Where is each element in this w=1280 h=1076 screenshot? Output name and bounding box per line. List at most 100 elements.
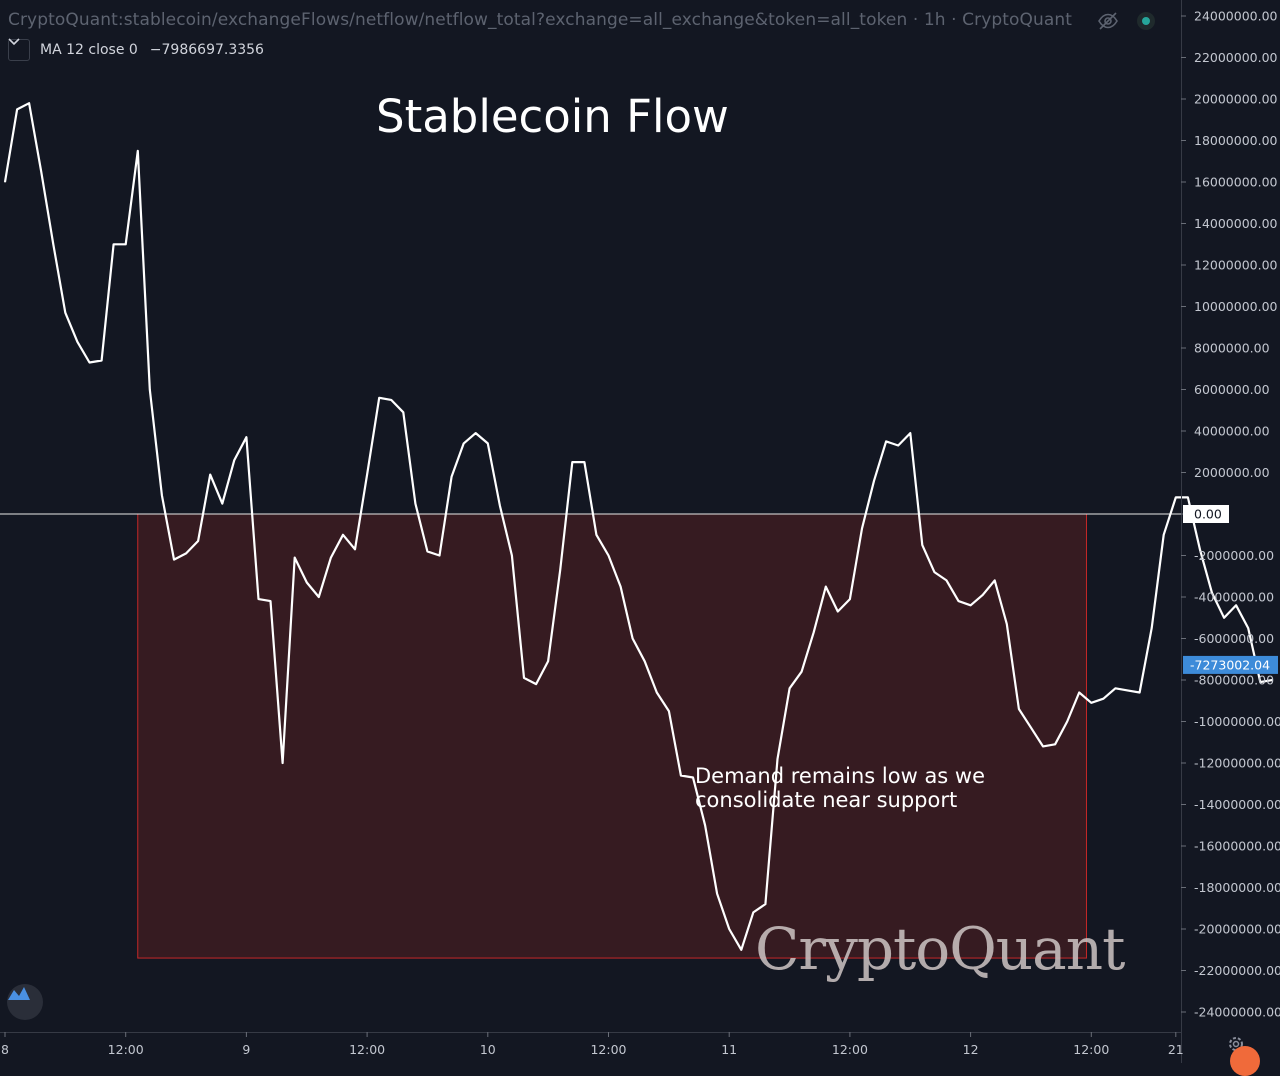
- support-zone: [137, 513, 1087, 959]
- data-point: [233, 459, 235, 461]
- data-point: [776, 758, 779, 760]
- data-point: [1211, 592, 1213, 594]
- price-label-badge: [1183, 655, 1278, 674]
- data-point: [1247, 627, 1249, 629]
- data-point: [789, 687, 791, 689]
- data-point: [366, 474, 368, 476]
- data-point: [137, 150, 139, 152]
- data-point: [933, 571, 936, 573]
- indicator-value: −7986697.3356: [149, 42, 264, 58]
- y-tick-label: 16000000.00: [1194, 175, 1278, 190]
- data-point: [209, 474, 211, 476]
- eye-off-icon[interactable]: [1097, 10, 1119, 32]
- y-tick-label: -20000000.00: [1194, 922, 1280, 937]
- data-point: [704, 824, 706, 826]
- data-point: [245, 436, 247, 438]
- x-tick-label: 12:00: [349, 1042, 385, 1057]
- data-point: [571, 461, 573, 463]
- x-tick-label: 12:00: [832, 1042, 868, 1057]
- data-point: [390, 399, 392, 401]
- data-point: [1066, 720, 1068, 723]
- x-tick-label: 11: [721, 1042, 737, 1057]
- x-tick-label: 21: [1168, 1042, 1184, 1057]
- data-point: [88, 361, 91, 364]
- data-point: [1054, 743, 1056, 745]
- y-tick-label: -22000000.00: [1194, 963, 1280, 978]
- y-tick-label: -4000000.00: [1194, 590, 1274, 605]
- y-tick-label: -8000000.00: [1194, 673, 1274, 688]
- x-tick-label: 12:00: [590, 1042, 626, 1057]
- data-point: [873, 480, 875, 482]
- data-point: [402, 411, 404, 413]
- help-button[interactable]: [1230, 1046, 1260, 1076]
- data-point: [595, 534, 598, 536]
- data-point: [1078, 691, 1080, 694]
- data-point: [330, 557, 332, 559]
- data-point: [885, 440, 887, 442]
- data-point: [101, 359, 103, 362]
- y-tick-label: 10000000.00: [1194, 299, 1278, 314]
- y-tick-label: 22000000.00: [1194, 50, 1278, 65]
- data-point: [535, 683, 537, 685]
- y-tick-label: -14000000.00: [1194, 797, 1280, 812]
- data-point: [764, 903, 767, 905]
- data-point: [897, 444, 899, 447]
- data-point: [149, 388, 151, 391]
- data-point: [523, 677, 525, 679]
- data-point: [921, 544, 923, 546]
- data-point: [16, 108, 18, 110]
- data-point: [438, 554, 441, 557]
- chevron-down-icon[interactable]: [8, 38, 30, 61]
- data-point: [511, 554, 513, 557]
- y-tick-label: 12000000.00: [1194, 258, 1278, 273]
- data-point: [1042, 745, 1044, 748]
- chart-header: CryptoQuant:stablecoin/exchangeFlows/net…: [8, 10, 1073, 30]
- data-point: [982, 594, 984, 596]
- y-tick-label: 18000000.00: [1194, 133, 1278, 148]
- data-point: [1102, 698, 1104, 700]
- data-point: [970, 604, 972, 606]
- y-tick-label: -24000000.00: [1194, 1005, 1280, 1020]
- data-point: [499, 505, 501, 507]
- y-tick-label: 20000000.00: [1194, 92, 1278, 107]
- y-tick-label: 4000000.00: [1194, 424, 1270, 439]
- data-point: [221, 503, 223, 505]
- data-point: [318, 596, 320, 598]
- data-point: [801, 671, 803, 673]
- data-point: [28, 102, 30, 104]
- data-point: [1259, 681, 1261, 683]
- data-point: [64, 312, 66, 314]
- data-point: [668, 710, 670, 712]
- y-tick-label: 14000000.00: [1194, 216, 1278, 231]
- data-point: [1163, 534, 1165, 536]
- data-point: [740, 949, 742, 951]
- y-tick-label: -6000000.00: [1194, 631, 1274, 646]
- x-tick-label: 10: [480, 1042, 496, 1057]
- data-point: [1175, 496, 1177, 498]
- data-point: [113, 243, 115, 245]
- data-point: [716, 893, 718, 895]
- x-tick-label: 12:00: [108, 1042, 144, 1057]
- y-tick-label: 2000000.00: [1194, 465, 1270, 480]
- status-dot-icon: [1137, 12, 1155, 30]
- data-point: [994, 579, 996, 582]
- watermark: CryptoQuant: [755, 915, 1125, 983]
- data-point: [125, 243, 127, 245]
- data-point: [197, 540, 199, 542]
- data-point: [813, 631, 815, 633]
- data-point: [1151, 627, 1153, 629]
- data-point: [161, 494, 163, 496]
- data-point: [837, 610, 839, 613]
- gear-icon[interactable]: [1226, 1034, 1246, 1054]
- data-point: [945, 579, 948, 582]
- indicator-legend: MA 12 close 0 −7986697.3356: [8, 38, 264, 62]
- chart-annotation: Demand remains low as we consolidate nea…: [695, 764, 986, 812]
- indicator-label: MA 12 close 0: [40, 42, 138, 58]
- data-point: [414, 503, 416, 505]
- logo-icon[interactable]: [7, 984, 43, 1020]
- data-point: [656, 691, 658, 694]
- data-point: [475, 432, 477, 434]
- data-point: [632, 637, 634, 640]
- data-point: [257, 598, 260, 600]
